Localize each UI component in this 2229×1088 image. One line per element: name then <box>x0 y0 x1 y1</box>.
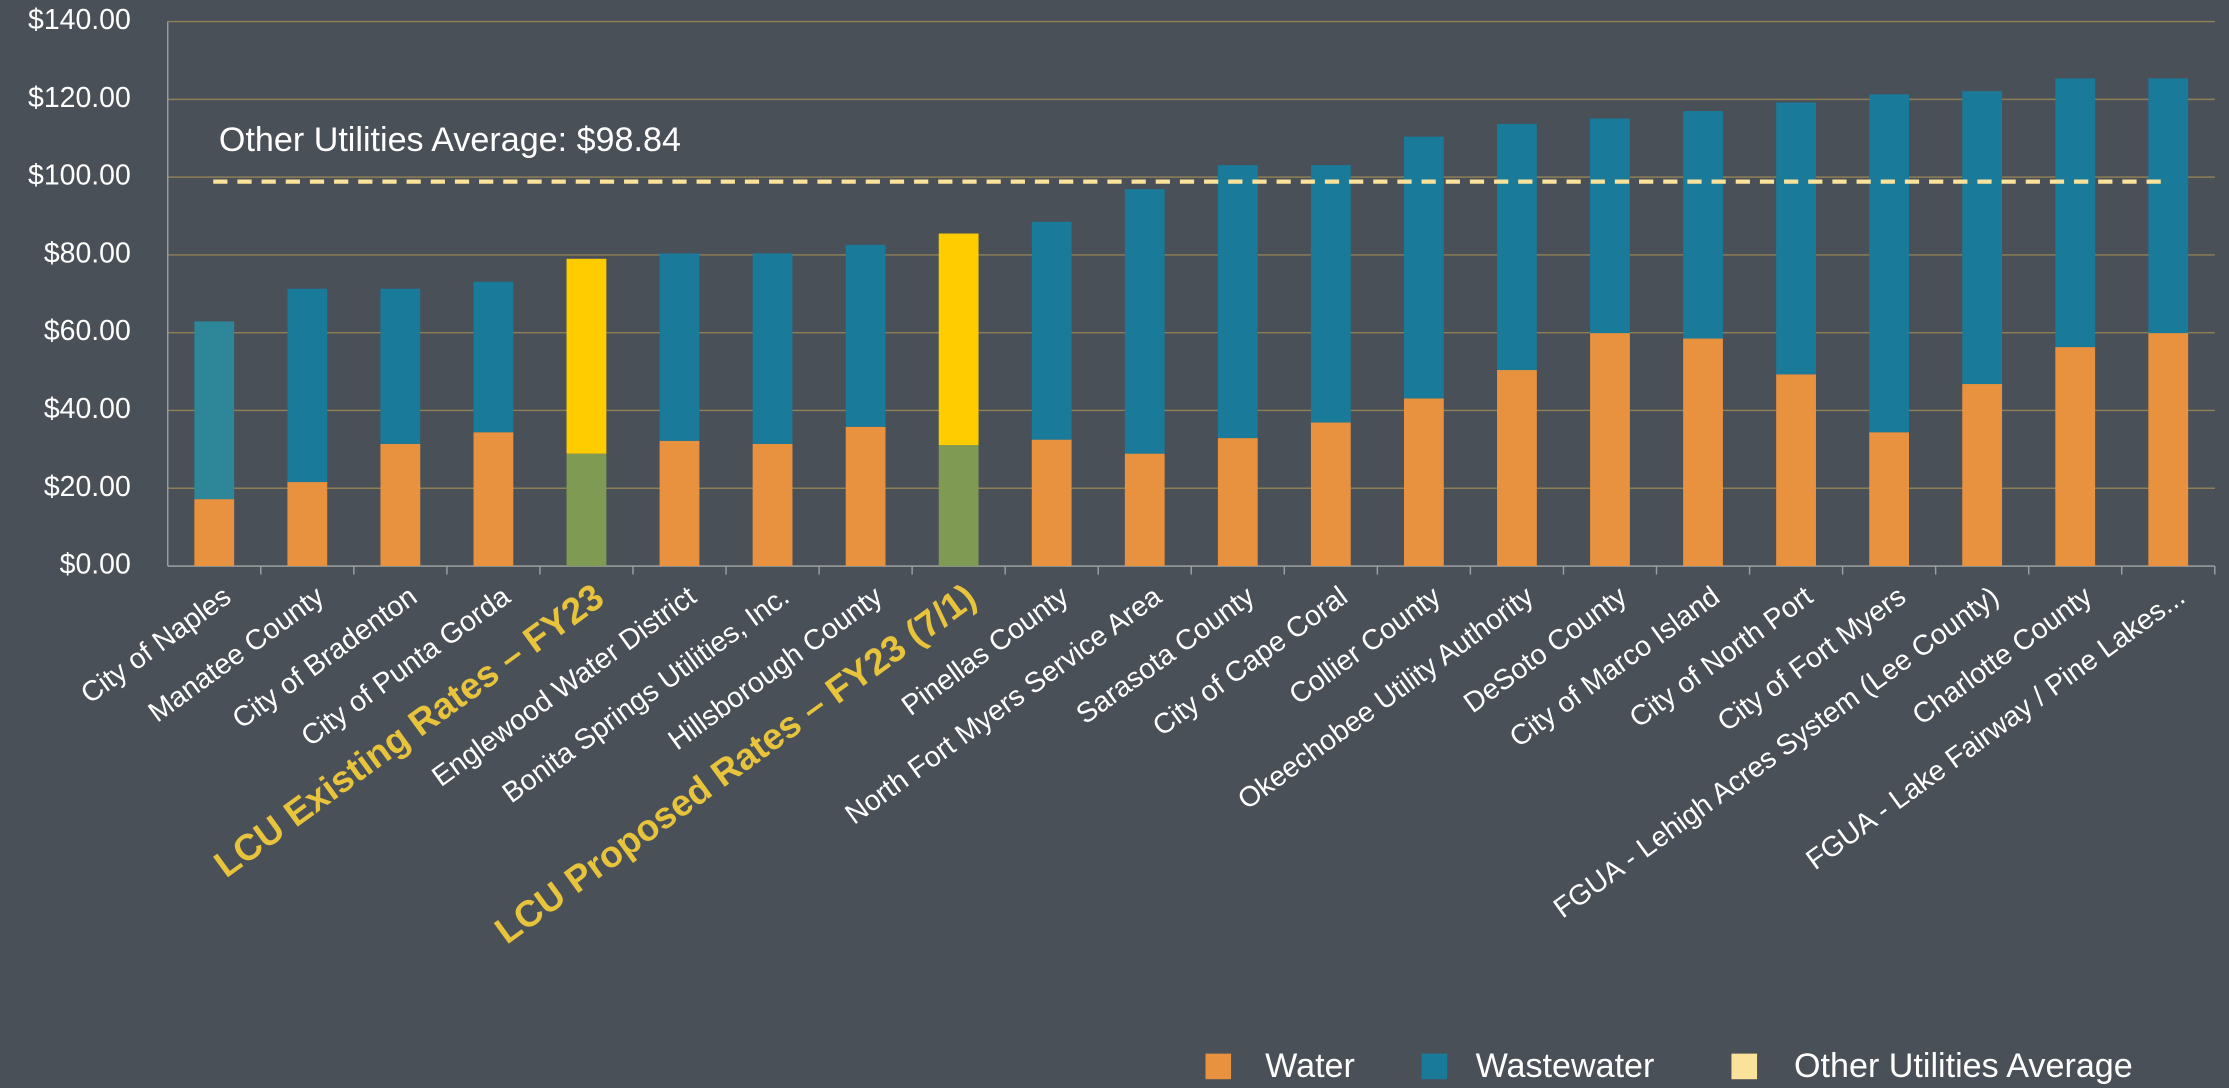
bar-segment <box>1497 370 1537 567</box>
bar-segment <box>194 499 235 567</box>
bar-segment <box>752 253 793 444</box>
bar-segment <box>938 445 979 567</box>
bar-segment <box>938 233 979 446</box>
bar-segment <box>1124 189 1165 454</box>
legend-swatch <box>1731 1053 1758 1080</box>
bar-segment <box>1869 432 1910 567</box>
bar-segment <box>1590 118 1630 334</box>
bar-segment <box>1683 338 1723 567</box>
bar-segment <box>473 281 514 433</box>
bar-segment <box>1776 102 1816 375</box>
y-tick-label: $80.00 <box>44 237 131 269</box>
legend-swatch <box>1205 1053 1232 1080</box>
bar-segment <box>1124 453 1165 567</box>
bar-segment <box>845 244 886 427</box>
bar-segment <box>1590 333 1630 567</box>
bar-segment <box>1776 374 1816 567</box>
bar-segment <box>2148 78 2189 334</box>
bar-segment <box>1403 398 1444 567</box>
y-tick-label: $60.00 <box>44 315 131 347</box>
bar-segment <box>1869 94 1910 433</box>
bar-segment <box>2055 78 2096 348</box>
bar-segment <box>380 443 421 567</box>
y-tick-label: $120.00 <box>28 82 131 114</box>
bar-segment <box>752 443 793 567</box>
reference-label: Other Utilities Average: $98.84 <box>219 121 681 159</box>
y-tick-label: $0.00 <box>60 549 131 581</box>
legend-label: Water <box>1265 1047 1355 1085</box>
legend-label: Other Utilities Average <box>1794 1047 2133 1085</box>
legend-label: Wastewater <box>1476 1047 1655 1085</box>
bar-segment <box>1403 136 1444 399</box>
bar-segment <box>1217 438 1258 567</box>
bar-segment <box>566 453 607 567</box>
bar-segment <box>1310 165 1351 423</box>
bar-segment <box>380 288 421 444</box>
bar-segment <box>1962 384 2003 567</box>
bar-segment <box>1031 221 1072 440</box>
bar-segment <box>473 432 514 567</box>
bar-segment <box>1310 422 1351 567</box>
bar-segment <box>287 288 328 483</box>
bar-segment <box>566 258 607 454</box>
bar-segment <box>845 426 886 567</box>
bar-segment <box>2148 333 2189 567</box>
y-tick-label: $40.00 <box>44 393 131 425</box>
y-tick-label: $140.00 <box>28 4 131 36</box>
bar-segment <box>1962 91 2003 385</box>
bar-segment <box>659 440 700 567</box>
legend-swatch <box>1421 1053 1448 1080</box>
bar-segment <box>287 482 328 567</box>
y-tick-label: $20.00 <box>44 471 131 503</box>
bar-segment <box>2055 347 2096 567</box>
bar-segment <box>1683 111 1723 339</box>
bar-segment <box>194 321 235 500</box>
bar-segment <box>659 253 700 441</box>
y-tick-label: $100.00 <box>28 160 131 192</box>
bar-segment <box>1497 123 1537 371</box>
bar-segment <box>1031 439 1072 567</box>
bar-segment <box>1217 165 1258 439</box>
